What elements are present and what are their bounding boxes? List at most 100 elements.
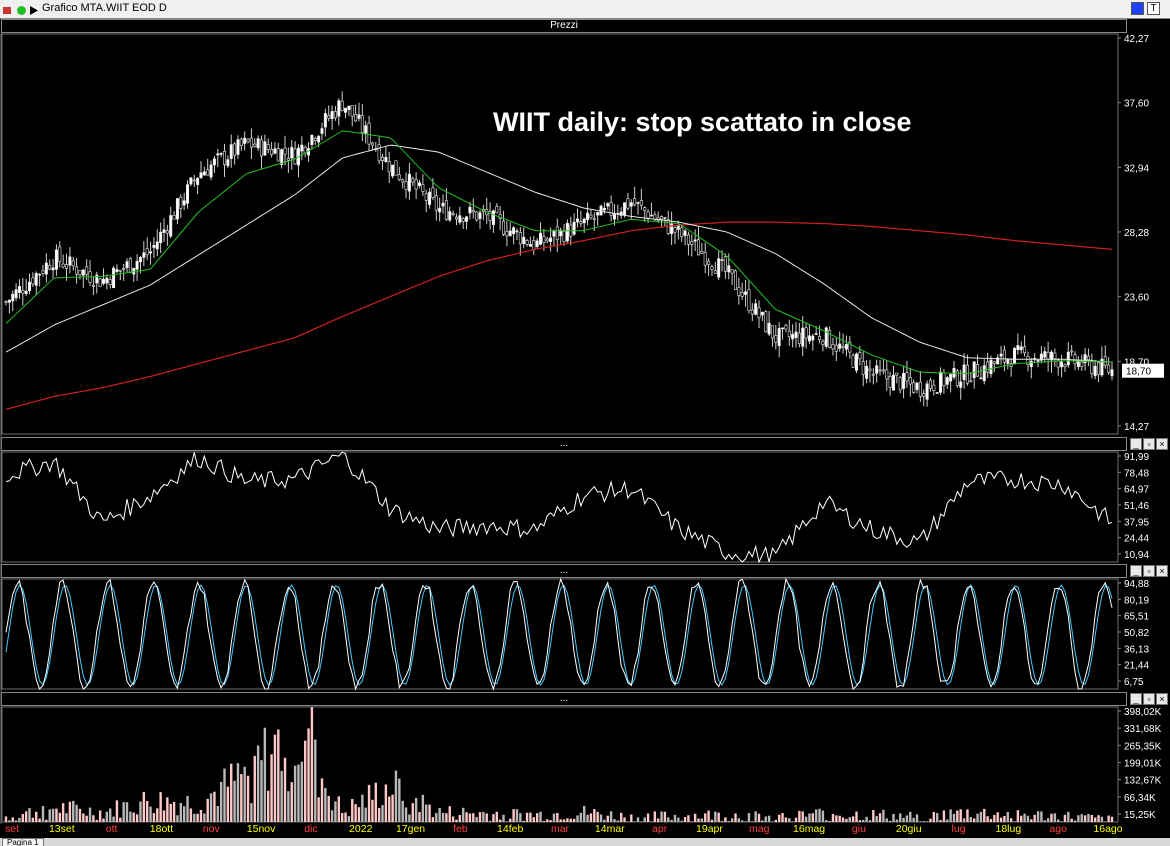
price-candle: [374, 148, 378, 150]
volume-y-tick-label: 265,35K: [1124, 741, 1162, 752]
price-candle: [764, 311, 768, 333]
price-candle: [461, 218, 465, 222]
price-candle: [912, 382, 916, 393]
volume-restore-icon[interactable]: ▫: [1143, 693, 1155, 705]
price-candle: [653, 214, 657, 220]
play-icon[interactable]: [28, 3, 39, 15]
price-candle: [175, 198, 179, 220]
price-candle: [340, 100, 344, 111]
price-candle: [256, 138, 260, 149]
ma-medium-line: [5, 144, 1113, 363]
price-candle: [807, 335, 811, 342]
volume-bar: [381, 805, 384, 822]
volume-bar: [619, 812, 623, 822]
price-candle: [693, 239, 697, 242]
stoch-restore-icon[interactable]: ▫: [1143, 565, 1155, 577]
volume-bar: [818, 808, 821, 822]
volume-bar: [58, 812, 61, 822]
volume-bar: [129, 811, 132, 822]
price-candle: [848, 341, 852, 353]
price-candle: [317, 135, 321, 143]
stoch-close-icon[interactable]: ×: [1156, 565, 1168, 577]
text-tool-icon[interactable]: T: [1147, 2, 1160, 15]
price-candle: [1046, 352, 1050, 360]
volume-bar: [492, 814, 495, 822]
price-candle: [1033, 358, 1037, 360]
price-candle: [979, 377, 983, 380]
stoch-frame: [1, 578, 1119, 690]
volume-bar: [730, 818, 734, 822]
rsi-restore-icon[interactable]: ▫: [1143, 438, 1155, 450]
volume-bar: [774, 819, 778, 822]
volume-minimize-icon[interactable]: _: [1130, 693, 1142, 705]
price-candle: [1016, 345, 1020, 351]
price-candle: [481, 209, 485, 212]
volume-bar: [529, 812, 532, 822]
price-candle: [525, 240, 529, 245]
volume-panel-header: ...: [1, 692, 1127, 706]
price-candle: [713, 270, 717, 274]
volume-bar: [757, 813, 761, 822]
price-candle: [54, 249, 58, 270]
price-candle: [475, 211, 479, 221]
rsi-minimize-icon[interactable]: _: [1130, 438, 1142, 450]
price-candle: [1066, 351, 1070, 366]
price-candle: [579, 221, 583, 224]
price-candle: [861, 361, 865, 375]
price-candle: [797, 332, 801, 345]
volume-bar: [583, 805, 586, 822]
tab-pagina-1[interactable]: Pagina 1: [2, 838, 44, 846]
price-candle: [145, 248, 149, 256]
volume-bar: [152, 813, 156, 822]
volume-bar: [909, 811, 912, 822]
volume-bar: [630, 814, 633, 822]
price-candle: [138, 257, 142, 263]
price-candle: [623, 202, 627, 216]
volume-bar: [14, 820, 18, 822]
price-candle: [858, 352, 862, 360]
price-candle: [330, 111, 334, 119]
price-candle: [1006, 359, 1010, 364]
price-candle: [636, 202, 640, 204]
volume-bar: [45, 819, 48, 822]
volume-bar: [872, 810, 875, 822]
volume-bar: [199, 809, 203, 822]
volume-bar: [1107, 815, 1110, 822]
volume-bar: [522, 820, 525, 822]
last-price-label: 18,70: [1126, 367, 1151, 378]
price-candle: [727, 265, 731, 273]
x-tick-label: nov: [203, 823, 221, 835]
restore-icon[interactable]: [1131, 2, 1144, 15]
price-candle: [219, 152, 223, 155]
volume-y-tick-label: 132,67K: [1124, 776, 1162, 787]
stoch-minimize-icon[interactable]: _: [1130, 565, 1142, 577]
volume-bar: [794, 817, 798, 822]
volume-bar: [636, 817, 640, 822]
price-candle: [737, 286, 741, 296]
volume-bar: [1057, 819, 1060, 822]
price-candle: [152, 244, 156, 248]
price-candle: [478, 212, 482, 219]
volume-bar: [145, 801, 149, 822]
price-candle: [804, 327, 808, 339]
price-candle: [851, 355, 855, 368]
price-candle: [922, 393, 926, 397]
price-candle: [932, 384, 936, 391]
volume-close-icon[interactable]: ×: [1156, 693, 1168, 705]
volume-bar: [189, 808, 193, 822]
volume-bar: [912, 817, 915, 822]
volume-bar: [646, 813, 650, 822]
green-dot-icon[interactable]: [16, 3, 27, 15]
rsi-close-icon[interactable]: ×: [1156, 438, 1168, 450]
price-candle: [508, 230, 512, 236]
price-candle: [333, 111, 337, 119]
volume-bar: [882, 809, 885, 822]
price-candle: [586, 212, 590, 221]
price-y-tick-label: 32,94: [1124, 163, 1149, 174]
rsi-panel-header: ...: [1, 437, 1127, 451]
price-candle: [1103, 356, 1107, 366]
volume-bar: [835, 815, 838, 822]
volume-bar: [777, 814, 781, 822]
price-candle: [21, 289, 25, 294]
